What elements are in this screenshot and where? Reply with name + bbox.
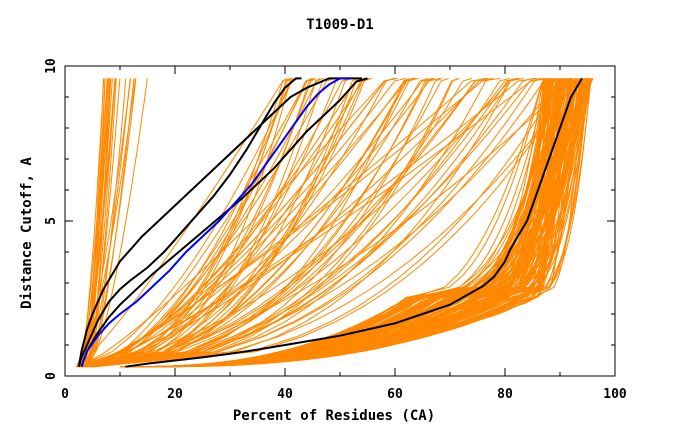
- bundle-line-145: [152, 78, 594, 368]
- bundle-line-205: [77, 77, 296, 368]
- x-tick-label: 80: [497, 387, 513, 402]
- bundle-line-236: [85, 78, 110, 367]
- bundle-line-209: [83, 77, 435, 368]
- bundle-line-218: [82, 77, 351, 368]
- bundle-line-185: [82, 77, 486, 368]
- bundle-line-225: [85, 78, 121, 367]
- bundle-line-187: [90, 77, 489, 368]
- bundle-line-201: [80, 77, 433, 368]
- x-tick-label: 40: [277, 387, 293, 402]
- bundle-line-9: [144, 78, 562, 368]
- bundle-line-202: [76, 77, 443, 368]
- bundle-line-183: [96, 77, 369, 368]
- bundle-line-173: [87, 77, 434, 368]
- bundle-line-159: [97, 77, 315, 368]
- bundle-line-212: [87, 77, 472, 368]
- x-tick-label: 0: [61, 387, 69, 402]
- bundle-line-142: [148, 78, 557, 368]
- bundle-line-217: [80, 77, 398, 368]
- orange-line-bundle: [75, 77, 594, 368]
- bundle-line-191: [96, 77, 534, 368]
- bundle-line-134: [123, 78, 578, 368]
- bundle-line-139: [143, 78, 557, 368]
- bundle-line-215: [88, 77, 362, 368]
- bundle-line-72: [145, 78, 556, 368]
- x-tick-label: 100: [603, 387, 627, 402]
- bundle-line-152: [94, 77, 350, 368]
- bundle-line-232: [88, 78, 135, 367]
- bundle-line-210: [87, 77, 537, 368]
- series-line-1: [77, 77, 362, 367]
- bundle-line-204: [86, 77, 321, 368]
- bundle-line-163: [79, 77, 371, 368]
- bundle-line-53: [131, 78, 569, 368]
- y-axis-label: Distance Cutoff, A: [19, 157, 35, 309]
- bundle-line-219: [77, 77, 520, 368]
- bundle-line-186: [90, 77, 545, 368]
- bundle-line-171: [81, 77, 417, 368]
- bundle-line-4: [146, 78, 546, 368]
- y-tick-label: 10: [44, 58, 59, 74]
- bundle-line-199: [92, 77, 328, 368]
- bundle-line-151: [84, 77, 542, 368]
- bundle-line-149: [126, 78, 591, 368]
- bundle-line-131: [145, 78, 558, 368]
- bundle-line-107: [133, 78, 565, 368]
- bundle-line-241: [77, 78, 108, 367]
- series-line-3: [80, 77, 368, 368]
- y-tick-label: 5: [44, 217, 59, 225]
- bundle-line-143: [143, 78, 555, 368]
- axis-ticks: 0 20 40 60 80 100 0 5 10: [44, 58, 627, 402]
- bundle-line-206: [96, 77, 395, 368]
- bundle-line-180: [85, 77, 501, 368]
- bundle-line-33: [144, 78, 554, 368]
- bundle-line-167: [79, 77, 572, 368]
- bundle-line-195: [86, 77, 554, 368]
- bundle-line-59: [121, 78, 570, 368]
- bundle-line-231: [88, 78, 127, 367]
- bundle-line-203: [87, 77, 519, 368]
- bundle-line-211: [89, 77, 315, 368]
- highlighted-series: [77, 77, 583, 368]
- bundle-line-216: [93, 77, 583, 368]
- bundle-line-213: [87, 77, 441, 368]
- series-line-2: [77, 77, 302, 367]
- bundle-line-169: [92, 77, 486, 368]
- chart-title: T1009-D1: [306, 17, 373, 33]
- series-line-4: [80, 77, 351, 368]
- bundle-line-207: [84, 77, 510, 368]
- bundle-line-120: [129, 78, 563, 368]
- bundle-line-189: [80, 77, 429, 368]
- bundle-line-240: [88, 78, 117, 367]
- bundle-line-155: [83, 77, 317, 368]
- series-line-0: [125, 77, 583, 368]
- bundle-line-181: [76, 77, 570, 368]
- bundle-line-177: [82, 77, 586, 368]
- x-tick-label: 20: [167, 387, 183, 402]
- bundle-line-220: [86, 78, 148, 367]
- x-axis-label: Percent of Residues (CA): [233, 408, 435, 424]
- bundle-line-147: [141, 78, 574, 368]
- bundle-line-184: [81, 77, 494, 368]
- bundle-line-19: [151, 78, 546, 368]
- bundle-line-197: [81, 77, 365, 368]
- y-tick-label: 0: [44, 372, 59, 380]
- bundle-line-214: [80, 77, 407, 368]
- bundle-line-168: [92, 77, 295, 368]
- bundle-line-165: [86, 77, 335, 368]
- x-tick-label: 60: [387, 387, 403, 402]
